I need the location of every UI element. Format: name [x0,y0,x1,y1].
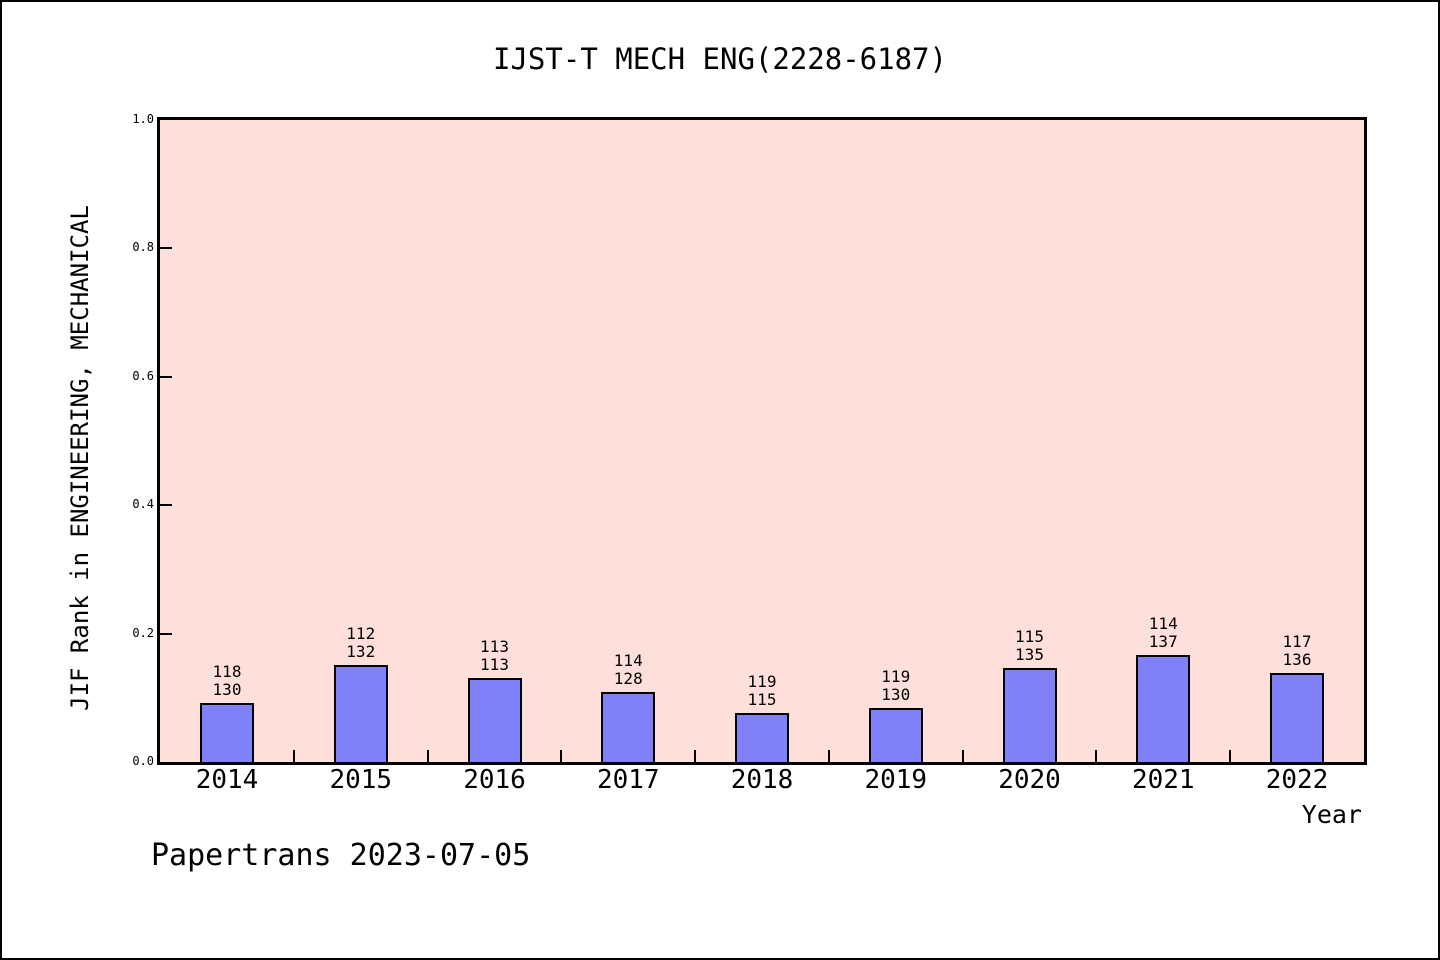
bar-2021 [1136,655,1191,762]
bar-2017 [601,692,656,762]
bar-2020 [1002,668,1057,762]
bar-2016 [467,678,522,762]
x-tick-label-2014: 2014 [195,765,259,795]
bar-value-label-2018: 119 115 [747,672,777,709]
y-tick-label: 0.6 [132,368,154,383]
bar-2018 [735,713,789,762]
bar-2019 [868,708,923,762]
y-axis-tick [160,632,172,635]
chart-title: IJST-T MECH ENG(2228-6187) [493,42,947,76]
bar-value-label-2015: 112 132 [346,624,376,661]
bar-value-label-2014: 118 130 [212,662,242,699]
plot-area: 118 130 112 132 113 113 114 128 119 115 119 1… [157,117,1367,765]
x-axis-minor-tick [1095,750,1098,762]
y-tick-label: 0.4 [132,497,154,512]
y-axis-tick [160,504,172,507]
x-axis-minor-tick [1229,750,1232,762]
x-axis-minor-tick [961,750,964,762]
x-axis-minor-tick [292,750,295,762]
x-tick-label-2016: 2016 [463,765,526,795]
bar-value-label-2020: 115 135 [1015,627,1044,664]
x-axis-label: Year [1301,800,1362,829]
y-tick-label: 0.8 [132,240,154,255]
bar-2022 [1270,673,1324,762]
bar-2015 [333,665,388,762]
x-axis-minor-tick [426,750,429,762]
x-tick-label-2022: 2022 [1265,765,1329,795]
bar-value-label-2017: 114 128 [613,651,643,688]
x-tick-label-2018: 2018 [730,765,794,795]
bar-value-label-2022: 117 136 [1282,632,1312,669]
x-axis-minor-tick [560,750,563,762]
y-axis-tick [160,247,172,250]
bar-value-label-2019: 119 130 [881,667,911,704]
footer-note: Papertrans 2023-07-05 [151,838,531,873]
x-tick-label-2020: 2020 [998,765,1061,795]
x-axis-minor-tick [694,750,697,762]
y-axis-tick [160,375,172,378]
x-tick-label-2019: 2019 [864,765,928,795]
x-tick-label-2017: 2017 [596,765,660,795]
x-tick-label-2021: 2021 [1131,765,1195,795]
y-tick-label: 1.0 [132,112,154,126]
x-tick-label-2015: 2015 [329,765,393,795]
y-axis-label: JIF Rank in ENGINEERING, MECHANICAL [66,205,94,711]
y-tick-label: 0.2 [132,625,154,640]
x-axis-minor-tick [827,750,830,762]
bar-value-label-2021: 114 137 [1148,614,1178,651]
bar-2014 [200,703,254,762]
y-tick-label: 0.0 [132,754,154,768]
bar-value-label-2016: 113 113 [480,637,509,674]
